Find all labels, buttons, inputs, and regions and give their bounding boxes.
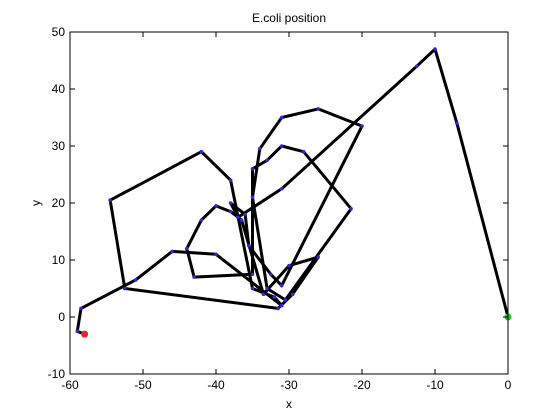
- trajectory-point: [185, 246, 189, 251]
- trajectory-line: [75, 47, 510, 336]
- trajectory-point: [133, 278, 138, 282]
- x-tick-label: -20: [353, 378, 371, 392]
- trajectory-point: [316, 107, 321, 111]
- trajectory-point: [228, 209, 233, 214]
- trajectory-point: [268, 272, 273, 277]
- trajectory-point: [75, 329, 80, 334]
- trajectory-point: [247, 243, 251, 248]
- trajectory-point: [250, 167, 255, 171]
- trajectory-point: [79, 306, 83, 311]
- trajectory-point: [250, 286, 255, 291]
- trajectory-point: [199, 218, 204, 222]
- trajectory-point: [455, 121, 459, 125]
- trajectory-point: [243, 212, 247, 217]
- trajectory-point: [279, 303, 284, 308]
- trajectory-point: [239, 218, 244, 222]
- x-tick-label: 0: [505, 378, 512, 392]
- trajectory-point: [279, 186, 284, 191]
- plot-title: E.coli position: [252, 11, 326, 25]
- x-tick-label: -40: [207, 378, 225, 392]
- trajectory-point: [360, 124, 364, 128]
- y-tick-label: 30: [52, 139, 66, 153]
- trajectory-point: [261, 292, 266, 297]
- x-axis-label: x: [286, 397, 292, 411]
- x-tick-label: -10: [426, 378, 444, 392]
- trajectory-point: [214, 252, 218, 257]
- trajectory-point: [108, 198, 112, 202]
- y-tick-label: 50: [52, 25, 66, 39]
- trajectory-point: [276, 306, 280, 311]
- trajectory-point: [279, 144, 284, 148]
- y-tick-label: 40: [52, 82, 66, 96]
- y-tick-label: 10: [52, 253, 66, 267]
- trajectory-point: [228, 201, 233, 205]
- trajectory-point: [236, 215, 240, 220]
- trajectory-point: [258, 147, 262, 151]
- trajectory-point: [290, 292, 295, 297]
- trajectory-point: [199, 149, 204, 154]
- x-tick-label: -30: [280, 378, 298, 392]
- trajectory-point: [316, 255, 321, 259]
- tick-layer: -60 -50 -40 -30 -20 -10 0 -10 0 10 20 30 40 50: [48, 25, 512, 392]
- trajectory-point: [414, 64, 419, 68]
- marker-layer: [75, 47, 512, 338]
- y-tick-label: 20: [52, 196, 66, 210]
- trajectory-point: [279, 283, 284, 288]
- x-tick-label: -50: [134, 378, 152, 392]
- trajectory-point: [301, 149, 306, 154]
- trajectory-point: [283, 298, 288, 302]
- y-tick-label: -10: [48, 367, 66, 381]
- trajectory-point: [250, 195, 255, 200]
- end-point-marker: [81, 330, 89, 338]
- trajectory-point: [272, 295, 277, 299]
- trajectory-point: [170, 249, 174, 254]
- y-axis-label: y: [29, 200, 43, 206]
- trajectory-point: [122, 286, 127, 291]
- trajectory-point: [265, 158, 269, 163]
- trajectory-point: [192, 275, 196, 279]
- trajectory-point: [279, 115, 284, 120]
- trajectory-point: [214, 204, 218, 208]
- trajectory-point: [433, 47, 437, 51]
- y-tick-label: 0: [58, 310, 65, 324]
- trajectory-point: [287, 263, 291, 268]
- x-tick-label: -60: [61, 378, 79, 392]
- plot-area: [70, 32, 508, 374]
- trajectory-point: [349, 206, 353, 211]
- trajectory-layer: [75, 47, 510, 336]
- trajectory-point: [228, 178, 233, 182]
- trajectory-point: [250, 272, 255, 277]
- trajectory-point: [265, 286, 269, 291]
